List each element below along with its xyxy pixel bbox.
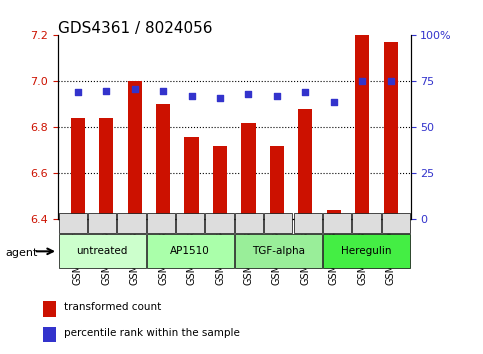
Bar xyxy=(242,123,256,354)
Point xyxy=(159,88,167,93)
Bar xyxy=(128,81,142,354)
Point xyxy=(301,90,309,95)
FancyBboxPatch shape xyxy=(117,213,145,233)
Text: percentile rank within the sample: percentile rank within the sample xyxy=(64,328,240,338)
Text: TGF-alpha: TGF-alpha xyxy=(252,246,305,256)
Bar xyxy=(71,118,85,354)
Bar xyxy=(156,104,170,354)
Text: AP1510: AP1510 xyxy=(170,246,210,256)
FancyBboxPatch shape xyxy=(88,213,116,233)
Point xyxy=(131,86,139,92)
Text: agent: agent xyxy=(6,248,38,258)
Bar xyxy=(213,146,227,354)
Bar xyxy=(270,146,284,354)
FancyBboxPatch shape xyxy=(176,213,204,233)
FancyBboxPatch shape xyxy=(58,213,87,233)
Point xyxy=(74,90,82,95)
FancyBboxPatch shape xyxy=(147,234,234,268)
FancyBboxPatch shape xyxy=(235,213,263,233)
FancyBboxPatch shape xyxy=(58,234,145,268)
FancyBboxPatch shape xyxy=(353,213,381,233)
FancyBboxPatch shape xyxy=(147,213,175,233)
FancyBboxPatch shape xyxy=(382,213,410,233)
Bar xyxy=(384,42,398,354)
Point xyxy=(216,95,224,101)
Bar xyxy=(43,326,56,342)
Bar xyxy=(355,35,369,354)
Text: GDS4361 / 8024056: GDS4361 / 8024056 xyxy=(58,21,213,36)
Text: transformed count: transformed count xyxy=(64,302,161,312)
Point xyxy=(358,79,366,84)
FancyBboxPatch shape xyxy=(294,213,322,233)
Point xyxy=(244,91,252,97)
FancyBboxPatch shape xyxy=(323,213,351,233)
Bar xyxy=(298,109,313,354)
FancyBboxPatch shape xyxy=(205,213,234,233)
Point xyxy=(273,93,281,99)
Point xyxy=(330,99,338,104)
Point xyxy=(188,93,196,99)
FancyBboxPatch shape xyxy=(264,213,292,233)
FancyBboxPatch shape xyxy=(235,234,322,268)
Point xyxy=(102,88,110,93)
Bar xyxy=(99,118,114,354)
Text: untreated: untreated xyxy=(76,246,128,256)
FancyBboxPatch shape xyxy=(323,234,410,268)
Text: Heregulin: Heregulin xyxy=(341,246,392,256)
Bar xyxy=(327,210,341,354)
Bar xyxy=(43,301,56,317)
Bar xyxy=(185,137,199,354)
Point xyxy=(387,79,395,84)
